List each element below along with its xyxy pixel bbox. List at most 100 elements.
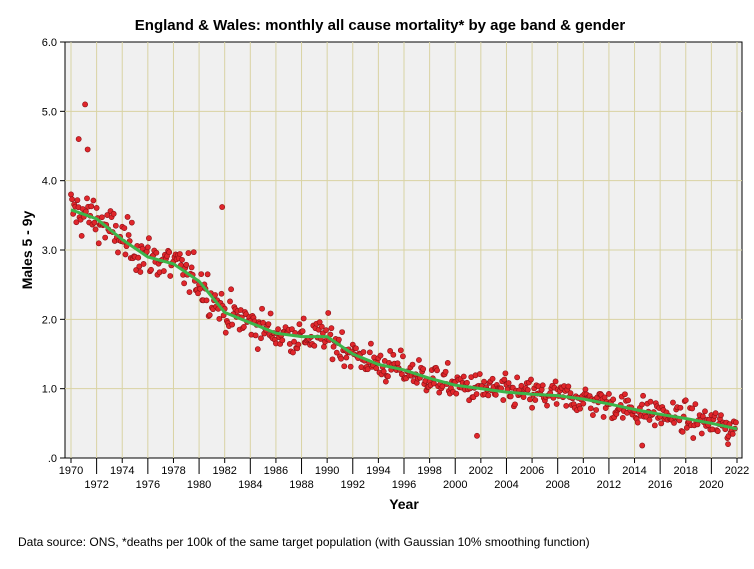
data-point [476,371,483,377]
x-tick-label: 1972 [84,479,108,491]
data-point [290,349,296,356]
data-point [188,264,195,271]
data-point [502,370,509,377]
x-tick-label: 2002 [469,465,493,477]
data-point [671,420,677,426]
data-point [73,219,80,226]
x-tick-label: 1990 [315,465,339,477]
data-point [122,251,129,258]
data-point [330,343,337,350]
data-point [228,286,234,293]
data-point [185,250,192,256]
data-point [366,349,373,356]
data-point [333,349,340,356]
data-point [198,271,205,278]
data-point [338,355,344,362]
data-point [364,366,371,373]
chart-title: England & Wales: monthly all cause morta… [135,17,626,34]
data-point [444,360,451,366]
data-point [321,343,327,350]
x-tick-label: 1974 [110,465,134,477]
x-tick-label: 2010 [571,465,595,477]
data-point [318,323,325,330]
data-point [518,382,525,389]
data-point [505,380,512,386]
data-point [90,197,97,204]
data-point [227,298,233,305]
data-point [639,442,646,449]
data-point [646,417,653,423]
data-point [682,397,689,404]
data-point [679,428,686,435]
data-point [343,354,350,361]
data-point [692,401,699,408]
data-point [186,289,193,295]
data-point [140,261,147,267]
data-point [453,390,460,397]
data-point [368,340,374,347]
data-point [125,232,132,238]
data-point [347,363,354,370]
data-point [507,393,514,400]
data-point [527,396,533,403]
data-point [514,374,521,381]
data-point [179,256,185,263]
data-point [524,387,531,393]
x-tick-label: 2016 [648,479,672,491]
data-point [93,205,100,211]
data-point [639,401,645,408]
data-point [640,392,646,399]
data-point [259,305,265,312]
data-point [176,251,183,257]
data-point [311,342,318,349]
data-point [183,261,190,268]
data-point [91,219,98,226]
data-point [625,397,632,404]
data-point [500,397,507,403]
data-point [69,196,75,203]
data-point [204,271,211,278]
data-point [329,356,336,363]
data-point [82,101,88,108]
data-point [689,405,696,412]
data-point [733,419,739,426]
data-point [385,373,391,380]
data-point [529,404,535,411]
data-point [289,326,295,333]
data-point [725,441,731,448]
x-axis-label: Year [389,496,419,512]
data-point [148,266,154,273]
data-point [128,219,135,226]
data-point [600,414,607,420]
data-point [75,136,82,142]
data-point [382,378,389,385]
y-axis-label: Males 5 - 9y [19,210,35,289]
data-point [552,378,559,385]
data-point [166,249,173,256]
data-point [295,341,302,348]
caption: Data source: ONS, *deaths per 100k of th… [18,535,590,549]
data-point [485,392,492,399]
data-point [115,249,121,256]
x-tick-label: 1982 [212,465,236,477]
data-point [212,292,218,298]
data-point [219,204,226,210]
data-point [328,325,335,332]
data-point [565,383,572,390]
data-point [160,268,167,274]
data-point [275,326,281,333]
data-point [124,214,131,220]
data-point [360,349,367,355]
data-point [520,394,527,401]
data-point [622,391,628,398]
data-point [582,386,589,393]
data-point [698,430,705,437]
data-point [474,432,480,439]
data-point [68,191,74,198]
data-point [442,368,449,375]
x-tick-label: 1994 [366,465,390,477]
x-tick-label: 2018 [674,465,698,477]
x-tick-label: 1988 [289,479,313,491]
x-tick-label: 1980 [187,479,211,491]
